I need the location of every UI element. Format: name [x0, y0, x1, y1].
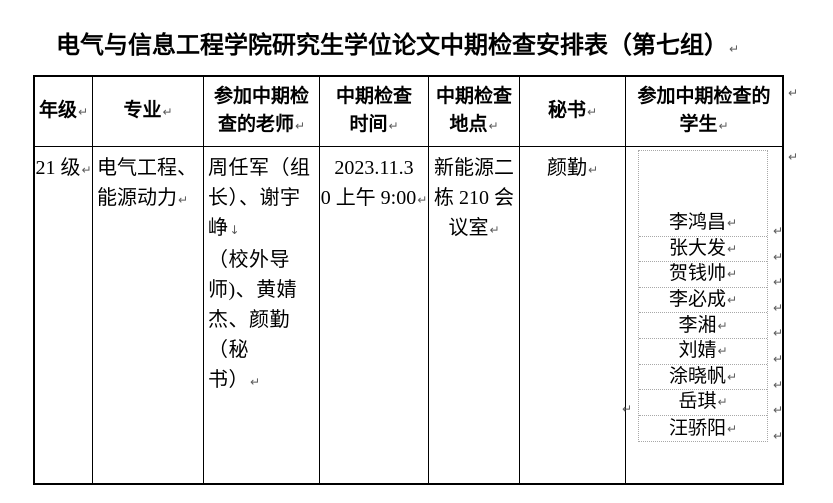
teachers-part2-value: （校外导 师)、黄婧 杰、颜勤（秘 书）	[208, 249, 298, 391]
cell-location: 新能源二 栋 210 会 议室↵	[429, 147, 520, 483]
data-row-end-mark-icon: ↵	[788, 150, 799, 164]
row-end-mark-icon: ↵	[772, 428, 783, 443]
paragraph-mark-icon: ↵	[622, 402, 633, 416]
header-row-end-mark-icon: ↵	[788, 86, 799, 100]
student-row: 李鸿昌 ↵ ↵	[639, 211, 783, 238]
row-end-mark-icon: ↵	[772, 275, 783, 290]
schedule-table: 年级↵ 专业↵ 参加中期检 查的老师↵ 中期检查 时间↵ 中期检查 地点↵ 秘书…	[33, 75, 784, 485]
student-row: 岳琪 ↵ ↵	[639, 390, 783, 417]
paragraph-mark-icon: ↵	[294, 119, 306, 133]
header-grade: 年级↵	[35, 77, 93, 147]
paragraph-mark-icon: ↵	[729, 42, 740, 56]
header-location: 中期检查 地点↵	[429, 77, 520, 147]
line-break-mark-icon: ↓	[229, 223, 240, 237]
cell-grade: 21 级↵	[35, 147, 93, 483]
paragraph-mark-icon: ↵	[388, 119, 399, 133]
paragraph-mark-icon: ↵	[587, 163, 599, 177]
students-nested-table: 李鸿昌 ↵ ↵ 张大发 ↵ ↵ 贺钱帅 ↵ ↵ 李必成 ↵ ↵ 李湘 ↵ ↵ 刘婧 ↵ ↵	[638, 150, 783, 443]
paragraph-mark-icon: ↵	[726, 369, 738, 384]
student-name: 岳琪	[678, 391, 717, 413]
paragraph-mark-icon: ↵	[726, 421, 738, 436]
cell-teachers: 周任军（组 长）、谢宇 峥↓ （校外导 师)、黄婧 杰、颜勤（秘 书）↵	[204, 147, 320, 483]
student-name: 李湘	[678, 314, 717, 336]
paragraph-mark-icon: ↵	[417, 193, 428, 207]
row-end-mark-icon: ↵	[772, 249, 783, 264]
row-end-mark-icon: ↵	[772, 300, 783, 315]
paragraph-mark-icon: ↵	[718, 119, 729, 133]
header-secretary-label: 秘书	[547, 100, 586, 121]
student-name: 李必成	[668, 289, 726, 311]
header-major-label: 专业	[123, 100, 162, 121]
paragraph-mark-icon: ↵	[586, 105, 598, 119]
row-end-mark-icon: ↵	[772, 377, 783, 392]
paragraph-mark-icon: ↵	[489, 223, 500, 237]
student-name: 汪骄阳	[668, 417, 726, 439]
cell-major: 电气工程、 能源动力↵	[93, 147, 204, 483]
header-time-label: 中期检查 时间	[335, 86, 412, 135]
location-value: 新能源二 栋 210 会 议室	[434, 157, 514, 239]
header-major: 专业↵	[93, 77, 204, 147]
header-grade-label: 年级	[38, 100, 77, 121]
teachers-part1-value: 周任军（组 长）、谢宇 峥	[208, 157, 311, 239]
paragraph-mark-icon: ↵	[178, 193, 189, 207]
paragraph-mark-icon: ↵	[81, 163, 92, 177]
cell-time: 2023.11.3 0 上午 9:00↵	[320, 147, 429, 483]
student-name: 涂晓帆	[668, 365, 726, 387]
cell-secretary: 颜勤↵	[520, 147, 626, 483]
header-location-label: 中期检查 地点	[435, 86, 512, 135]
paragraph-mark-icon: ↵	[726, 267, 738, 282]
header-teachers-label: 参加中期检 查的老师	[213, 86, 309, 135]
major-value: 电气工程、 能源动力	[97, 157, 197, 209]
header-students: 参加中期检查的 学生↵	[626, 77, 782, 147]
paragraph-mark-icon: ↵	[726, 216, 738, 231]
student-row: 李湘 ↵ ↵	[639, 313, 783, 340]
student-name: 贺钱帅	[668, 263, 726, 285]
paragraph-mark-icon: ↵	[717, 318, 728, 333]
row-end-mark-icon: ↵	[772, 326, 783, 341]
secretary-value: 颜勤	[546, 157, 587, 179]
paragraph-mark-icon: ↵	[726, 293, 738, 308]
student-name: 刘婧	[678, 340, 717, 362]
paragraph-mark-icon: ↵	[162, 105, 173, 119]
student-row: 涂晓帆 ↵ ↵	[639, 365, 783, 392]
time-value: 2023.11.3 0 上午 9:00	[320, 157, 417, 209]
row-end-mark-icon: ↵	[772, 224, 783, 238]
student-row: 汪骄阳 ↵ ↵	[639, 416, 783, 443]
paragraph-mark-icon: ↵	[250, 375, 261, 389]
student-name: 李鸿昌	[668, 212, 726, 234]
paragraph-mark-icon: ↵	[717, 344, 728, 359]
cell-students: 李鸿昌 ↵ ↵ 张大发 ↵ ↵ 贺钱帅 ↵ ↵ 李必成 ↵ ↵ 李湘 ↵ ↵ 刘婧 ↵ ↵	[622, 147, 783, 483]
header-teachers: 参加中期检 查的老师↵	[204, 77, 320, 147]
paragraph-mark-icon: ↵	[488, 119, 499, 133]
row-end-mark-icon: ↵	[772, 351, 783, 366]
row-end-mark-icon: ↵	[772, 403, 783, 418]
grade-value: 21 级	[35, 157, 81, 179]
header-time: 中期检查 时间↵	[320, 77, 429, 147]
paragraph-mark-icon: ↵	[726, 241, 738, 256]
student-row: 刘婧 ↵ ↵	[639, 339, 783, 366]
header-secretary: 秘书↵	[520, 77, 626, 147]
paragraph-mark-icon: ↵	[77, 105, 89, 119]
student-row: 贺钱帅 ↵ ↵	[639, 262, 783, 289]
student-row: 张大发 ↵ ↵	[639, 237, 783, 264]
page-title: 电气与信息工程学院研究生学位论文中期检查安排表（第七组）↵	[56, 25, 739, 60]
student-name: 张大发	[668, 237, 726, 259]
student-row: 李必成 ↵ ↵	[639, 288, 783, 315]
paragraph-mark-icon: ↵	[717, 395, 728, 410]
header-students-label: 参加中期检查的 学生	[637, 86, 771, 135]
page-title-text: 电气与信息工程学院研究生学位论文中期检查安排表（第七组）	[56, 32, 728, 59]
